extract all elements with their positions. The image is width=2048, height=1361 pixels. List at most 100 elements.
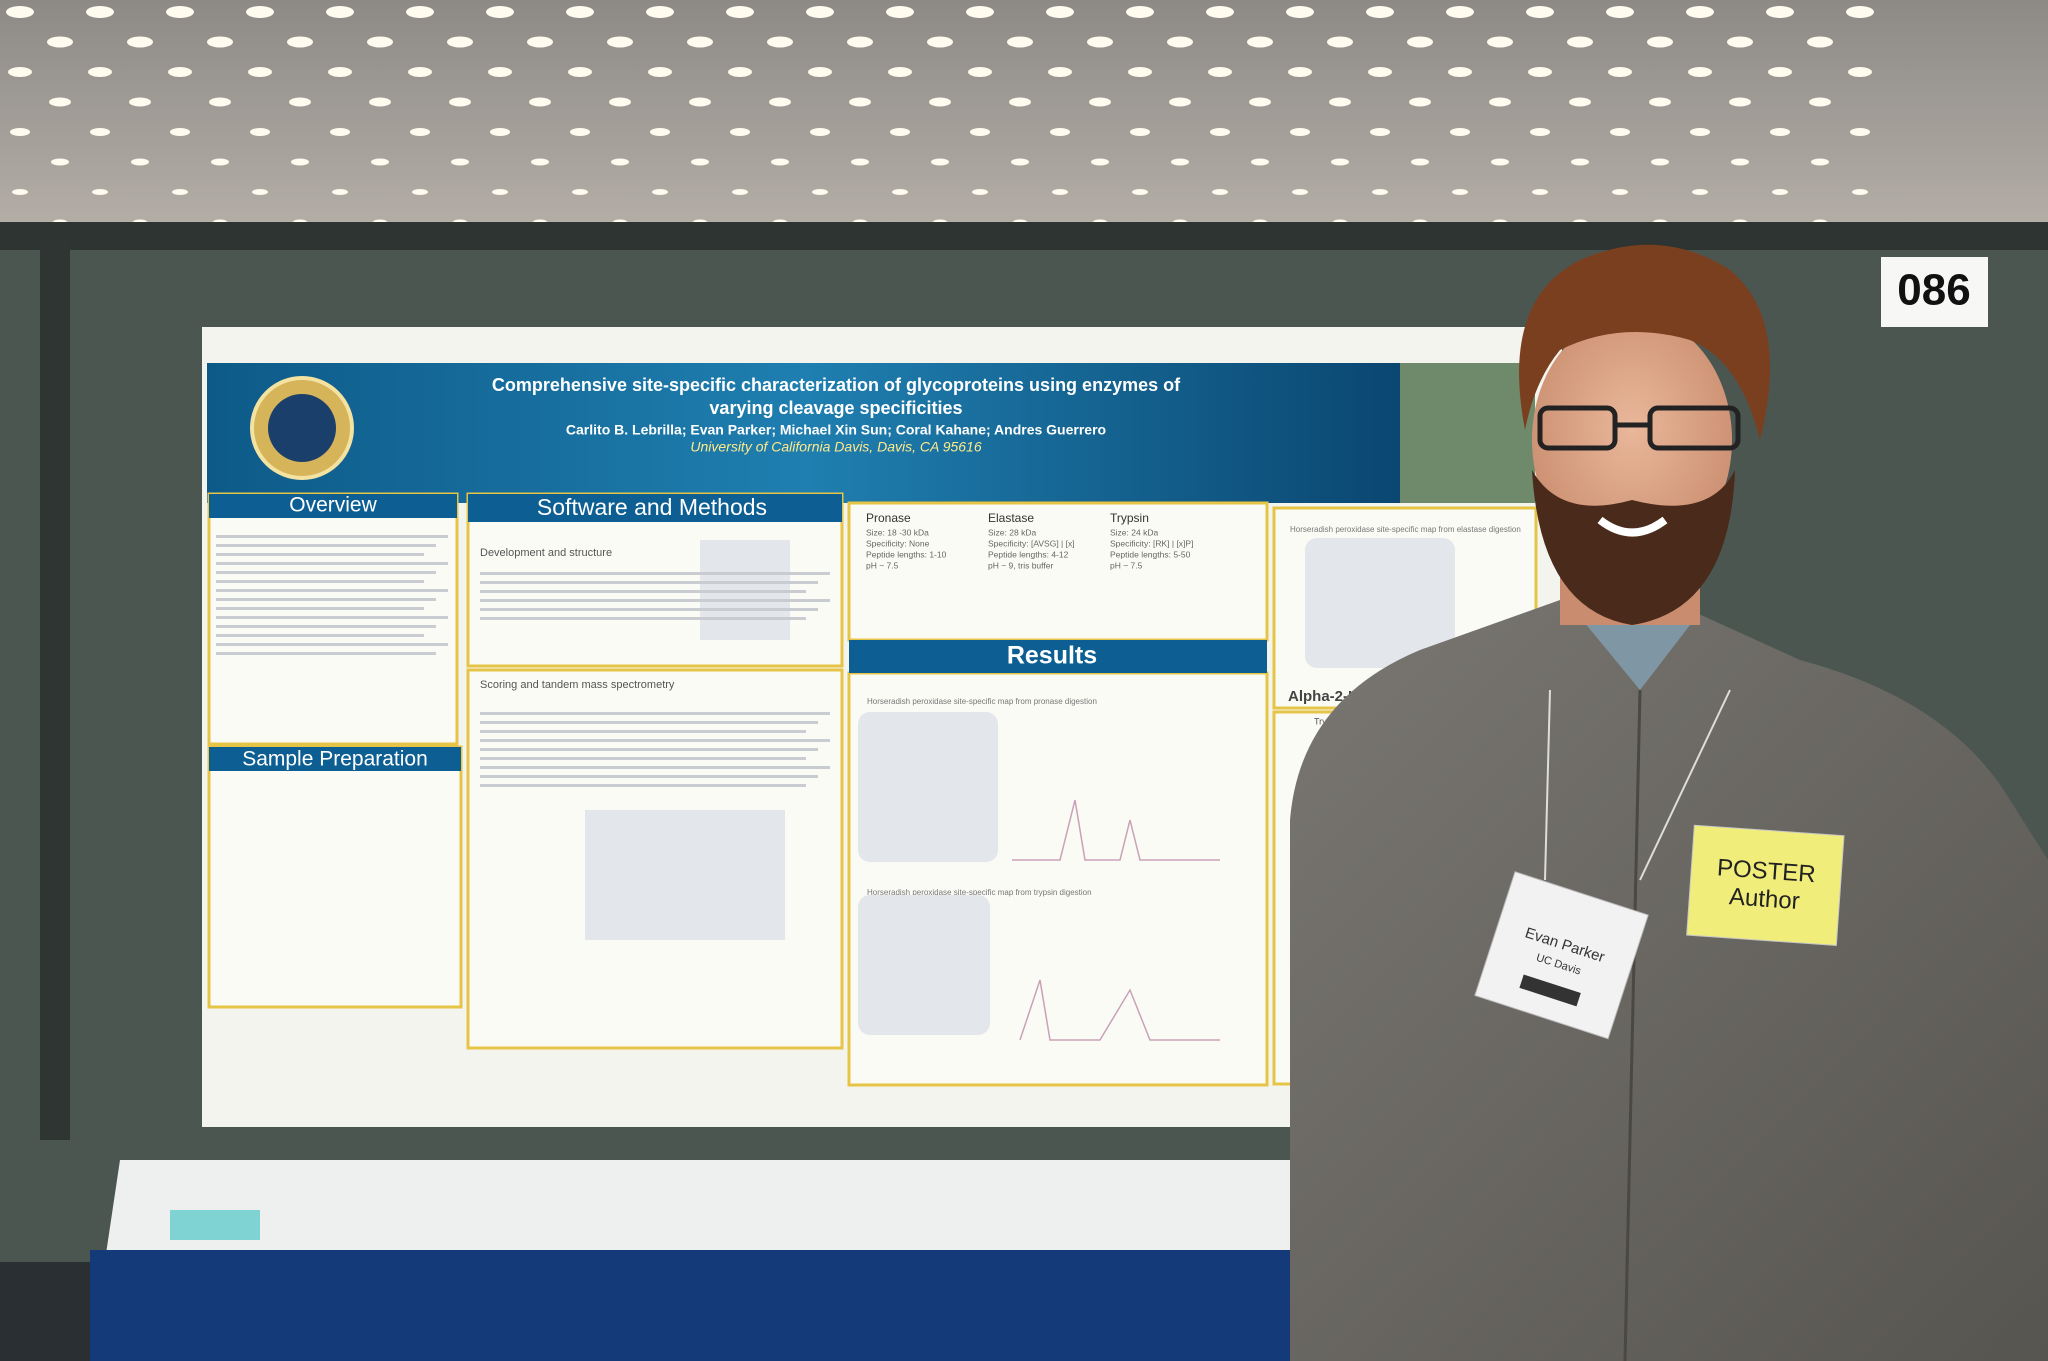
enzyme-detail: Peptide lengths: 4-12 [988,549,1069,559]
ceiling-light [1210,128,1230,136]
ceiling-light [529,97,551,107]
enzyme-detail: Specificity: [RK] | [x]P] [1110,538,1193,548]
sample-box [207,745,463,1009]
text-line [480,712,830,715]
ceiling-light [408,67,432,77]
subsection-heading: Scoring and tandem mass spectrometry [480,679,675,691]
section-heading: Results [1007,642,1097,670]
ceiling-light [326,6,354,18]
group-photo [1400,363,1535,503]
ceiling-light [1487,36,1513,48]
ceiling-light [1567,36,1593,48]
text-line [480,572,830,575]
ceiling-light [1528,67,1552,77]
ceiling-light [90,128,110,136]
poster-affiliation: University of California Davis, Davis, C… [690,439,981,455]
ceiling-light [927,36,953,48]
ceiling-light [447,36,473,48]
ceiling-light [1686,6,1714,18]
ceiling-light [607,36,633,48]
figure [585,810,785,940]
ceiling-light [1206,6,1234,18]
enzyme-detail: Specificity: [AVSG] | [x] [988,538,1075,548]
ceiling-light [527,36,553,48]
shirt [1290,600,2048,1361]
ceiling-light [1089,97,1111,107]
badge-role: Author [1728,883,1800,915]
ceiling-light [1729,97,1751,107]
text-line [216,643,448,646]
ceiling-light [1009,97,1031,107]
ceiling-light [209,97,231,107]
ceiling-light [12,189,28,195]
text-line [216,580,424,583]
ceiling-light [1011,158,1029,166]
section-heading: Sample Preparation [242,748,428,771]
ceiling-light [970,128,990,136]
ceiling-light [1692,189,1708,195]
enzyme-detail: Specificity: None [866,538,930,548]
table-card [170,1210,260,1240]
ceiling-light [566,6,594,18]
map-caption: Horseradish peroxidase site-specific map… [867,697,1097,706]
text-line [216,616,448,619]
ceiling-light [1608,67,1632,77]
text-line [216,625,436,628]
ceiling-light [1766,6,1794,18]
enzyme-detail: pH ~ 7.5 [866,560,899,570]
ceiling-light [246,6,274,18]
ceiling-light [1448,67,1472,77]
ceiling-light [1327,36,1353,48]
ceiling-light [1770,128,1790,136]
ceiling-light [767,36,793,48]
ceiling-light [1048,67,1072,77]
shirt-placket [1623,689,1642,1361]
text-line [216,571,436,574]
ceiling-light [1167,36,1193,48]
ceiling-light [1087,36,1113,48]
ceiling-light [1848,67,1872,77]
face [1532,315,1732,565]
ceiling-light [929,97,951,107]
ceiling-light [330,128,350,136]
beard [1532,470,1735,625]
enzyme-detail: Peptide lengths: 1-10 [866,549,947,559]
ceiling-light [127,36,153,48]
ceiling-light [1208,67,1232,77]
hair [1519,244,1770,440]
ceiling-light [1606,6,1634,18]
ceiling-light [1372,189,1388,195]
ceiling-light [609,97,631,107]
figure [1305,538,1455,668]
ceiling-light [252,189,268,195]
ceiling-light [168,67,192,77]
enzyme-detail: Size: 18 -30 kDa [866,527,929,537]
text-line [216,553,424,556]
ceiling-light [131,158,149,166]
ceiling-light [730,128,750,136]
ceiling-light [207,36,233,48]
ceiling-light [129,97,151,107]
ceiling-light [1690,128,1710,136]
text-line [480,590,806,593]
ceiling-light [810,128,830,136]
ceiling-light [1288,67,1312,77]
text-line [216,589,448,592]
ceiling-light [1132,189,1148,195]
ceiling-light [1171,158,1189,166]
text-line [216,598,436,601]
ceiling-light [451,158,469,166]
section-bar [209,494,457,518]
text-line [480,784,806,787]
ceiling-light [1610,128,1630,136]
ceiling-light [47,36,73,48]
ceiling-light [88,67,112,77]
ceiling-light [371,158,389,166]
text-line [480,766,830,769]
ceiling-light [1489,97,1511,107]
ceiling-light [1772,189,1788,195]
ceiling-light [410,128,430,136]
ceiling-light [806,6,834,18]
